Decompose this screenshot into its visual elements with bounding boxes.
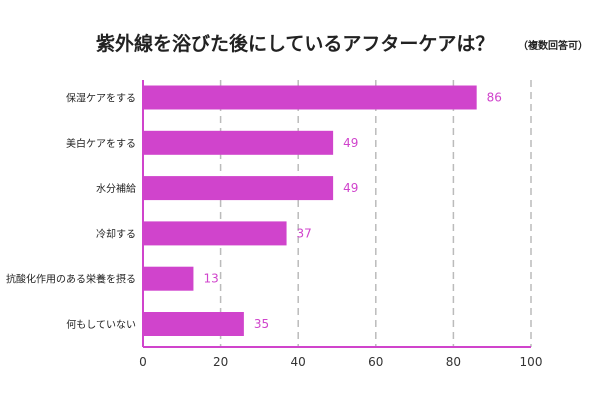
bar bbox=[143, 130, 334, 155]
data-label: 86 bbox=[487, 91, 502, 105]
chart-title: 紫外線を浴びた後にしているアフターケアは？ bbox=[96, 32, 494, 55]
category-label: 抗酸化作用のある栄養を摂る bbox=[6, 273, 136, 286]
data-label: 37 bbox=[297, 226, 312, 240]
chart-subtitle: （複数回答可） bbox=[518, 39, 588, 52]
category-label: 水分補給 bbox=[96, 182, 136, 195]
bar bbox=[143, 176, 334, 201]
x-tick-label: 100 bbox=[520, 355, 543, 369]
category-label: 冷却する bbox=[96, 227, 136, 240]
x-tick-label: 80 bbox=[446, 355, 461, 369]
category-label: 美白ケアをする bbox=[66, 137, 136, 150]
bar bbox=[143, 85, 477, 110]
bar bbox=[143, 266, 194, 291]
category-label: 何もしていない bbox=[66, 318, 136, 331]
x-tick-label: 40 bbox=[291, 355, 306, 369]
x-tick-label: 60 bbox=[368, 355, 383, 369]
x-tick-label: 0 bbox=[139, 355, 147, 369]
data-label: 13 bbox=[203, 272, 218, 286]
x-tick-label: 20 bbox=[213, 355, 228, 369]
category-label: 保湿ケアをする bbox=[66, 92, 136, 105]
data-label: 49 bbox=[343, 181, 358, 195]
data-label: 35 bbox=[254, 317, 269, 331]
bar bbox=[143, 312, 244, 336]
data-label: 49 bbox=[343, 136, 358, 150]
bar bbox=[143, 221, 287, 246]
